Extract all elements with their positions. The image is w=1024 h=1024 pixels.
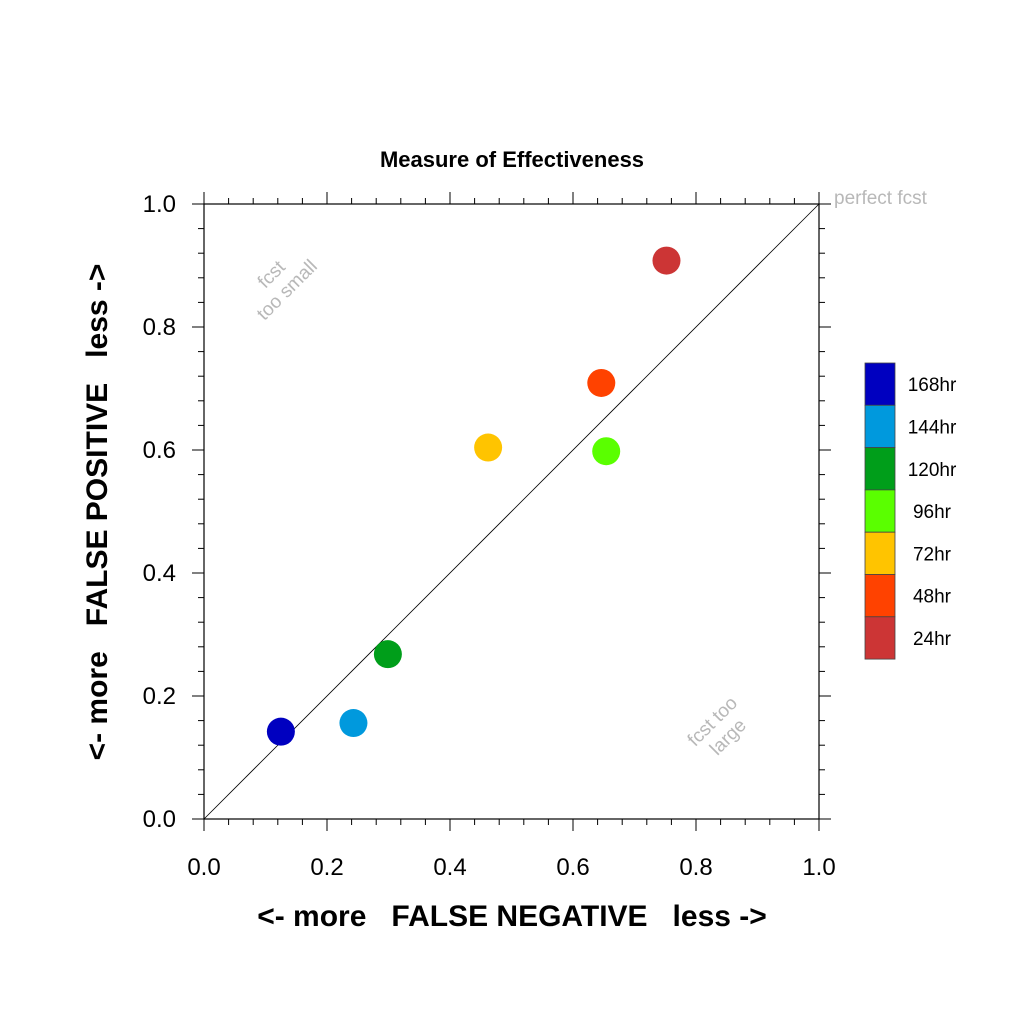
x-axis-label: <- more FALSE NEGATIVE less -> <box>257 900 767 933</box>
y-tick-label: 0.4 <box>143 560 176 587</box>
fcst-too-small-annotation: fcst too small <box>253 256 322 325</box>
data-point-144hr <box>339 709 368 738</box>
legend-label-48hr: 48hr <box>913 587 952 608</box>
perfect-forecast-line <box>203 203 820 820</box>
legend-swatch-168hr <box>864 362 896 406</box>
legend-label-144hr: 144hr <box>908 417 957 438</box>
x-tick-label: 0.2 <box>310 854 343 881</box>
legend-swatch-24hr <box>864 616 896 660</box>
data-point-96hr <box>592 437 621 466</box>
y-tick-label: 0.0 <box>143 806 176 833</box>
legend-label-24hr: 24hr <box>913 629 952 650</box>
data-point-168hr <box>266 717 295 746</box>
x-tick-label: 0.0 <box>187 854 220 881</box>
legend-label-96hr: 96hr <box>913 502 952 523</box>
legend-swatch-120hr <box>864 447 896 491</box>
y-tick-label: 0.8 <box>143 314 176 341</box>
legend: 168hr 144hr 120hr 96hr 72hr 48hr 24hr <box>864 362 957 660</box>
legend-label-72hr: 72hr <box>913 544 952 565</box>
axis-ticks <box>192 192 831 831</box>
x-tick-label: 1.0 <box>802 854 835 881</box>
fcst-too-large-annotation: fcst too large <box>684 693 751 760</box>
perfect-fcst-annotation: perfect fcst <box>834 188 928 209</box>
legend-swatch-72hr <box>864 531 896 575</box>
data-point-24hr <box>652 246 681 275</box>
fcst-too-small-line-2: too small <box>253 256 322 325</box>
data-point-48hr <box>587 368 616 397</box>
x-tick-label: 0.8 <box>679 854 712 881</box>
x-tick-label: 0.4 <box>433 854 466 881</box>
legend-swatch-144hr <box>864 404 896 448</box>
plot-frame <box>203 203 820 820</box>
legend-swatch-48hr <box>864 574 896 618</box>
y-axis-label: <- more FALSE POSITIVE less -> <box>81 264 114 761</box>
legend-label-168hr: 168hr <box>908 375 957 396</box>
data-point-72hr <box>474 433 503 462</box>
y-tick-label: 0.2 <box>143 683 176 710</box>
y-tick-label: 0.6 <box>143 437 176 464</box>
x-tick-label: 0.6 <box>556 854 589 881</box>
legend-swatch-96hr <box>864 489 896 533</box>
chart-title: Measure of Effectiveness <box>380 147 644 172</box>
y-tick-label: 1.0 <box>143 191 176 218</box>
data-point-120hr <box>373 640 402 669</box>
plot-area: 0.0 0.2 0.4 0.6 0.8 1.0 0.0 0.2 0.4 0.6 0.8 1.0 <box>143 191 836 881</box>
legend-label-120hr: 120hr <box>908 460 957 481</box>
